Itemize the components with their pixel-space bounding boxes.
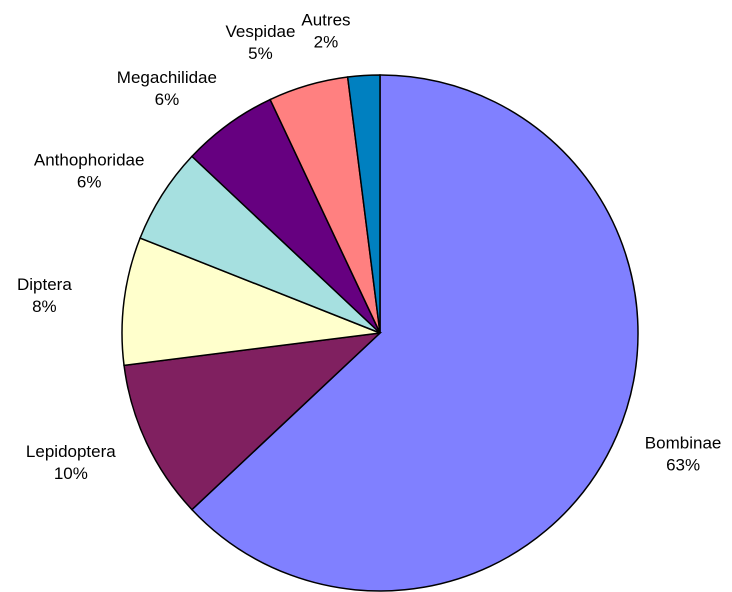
- slice-value-label: 10%: [54, 464, 88, 483]
- slice-name: Anthophoridae: [34, 151, 145, 170]
- slice-name: Autres: [301, 11, 350, 30]
- slice-value-label: 6%: [77, 173, 102, 192]
- pie-slice: [121, 237, 381, 367]
- slice-value-label: 8%: [32, 297, 57, 316]
- slice-value-label: 6%: [155, 90, 180, 109]
- slice-name: Lepidoptera: [26, 442, 116, 461]
- slice-name: Diptera: [17, 275, 72, 294]
- pie-slice: [190, 74, 639, 592]
- slice-value-label: 63%: [666, 455, 700, 474]
- slice-name: Vespidae: [225, 22, 295, 41]
- slice-value-label: 2%: [314, 33, 339, 52]
- slice-name: Megachilidae: [117, 68, 217, 87]
- pie-slice: [346, 74, 381, 334]
- pie-slice: [123, 331, 383, 511]
- slice-name: Bombinae: [645, 433, 722, 452]
- slice-value-label: 5%: [248, 44, 273, 63]
